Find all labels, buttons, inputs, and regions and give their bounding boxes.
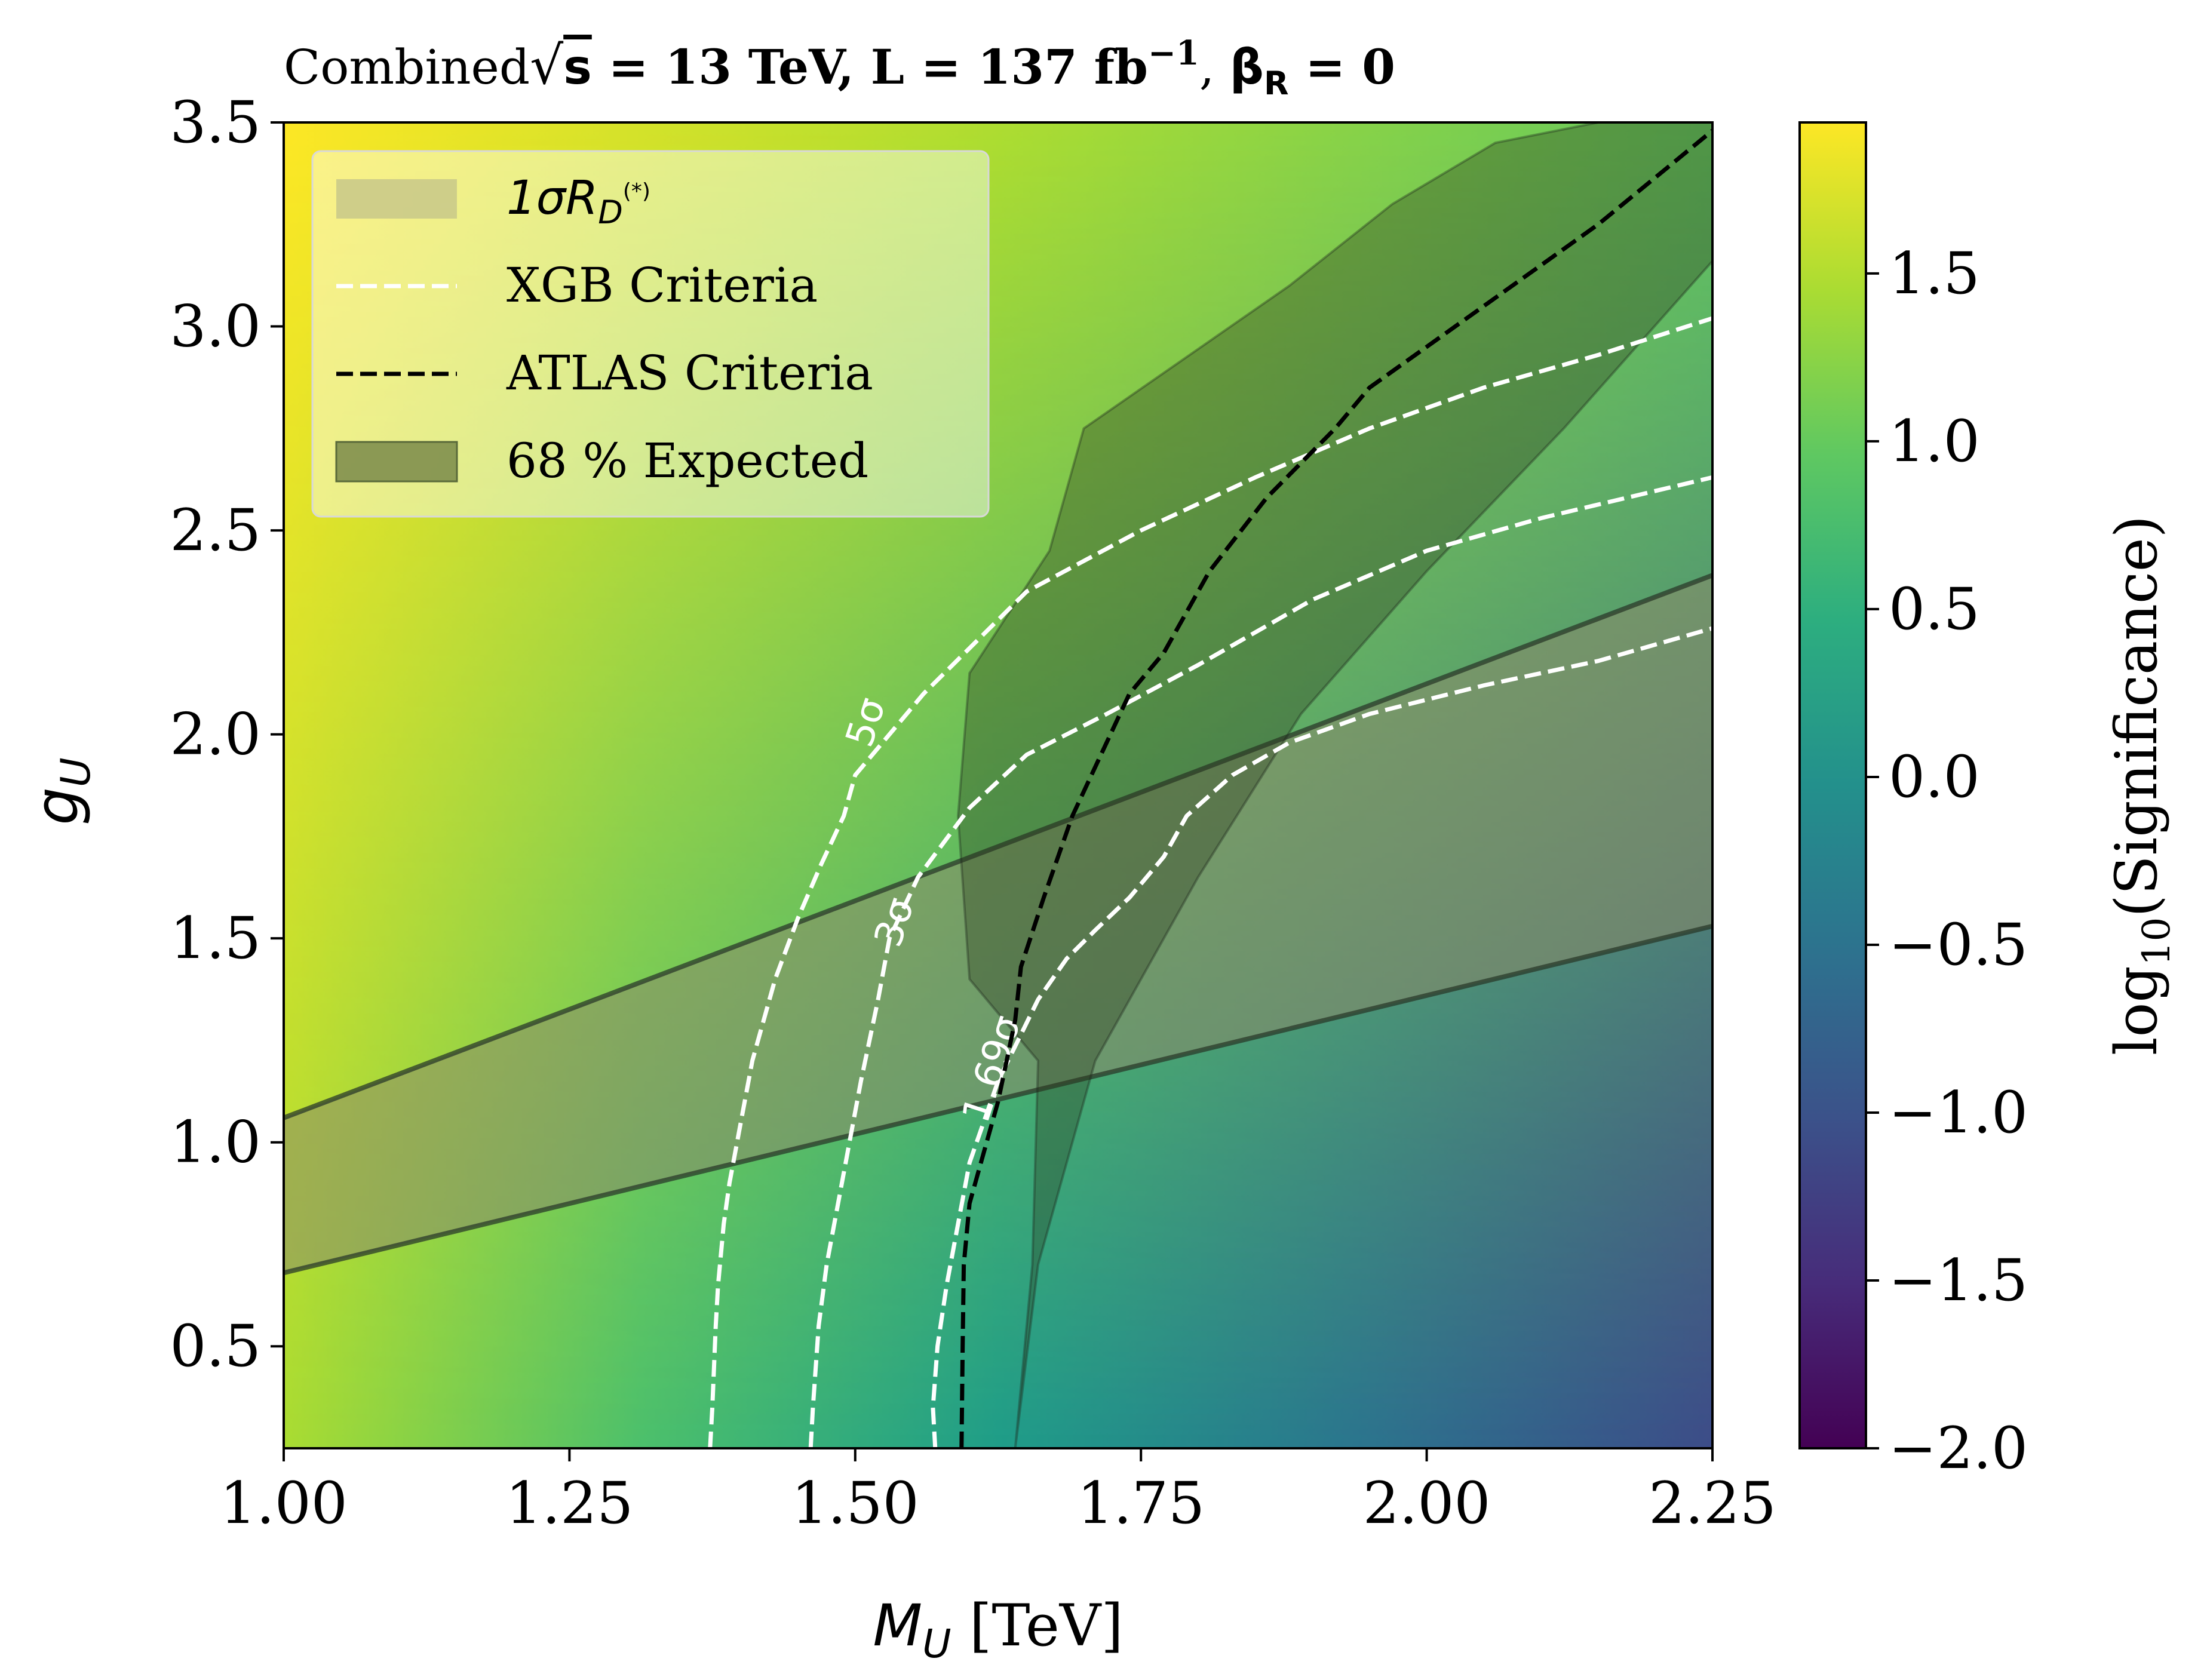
legend-label-xgb: XGB Criteria xyxy=(507,257,818,313)
rd-band-upper-edge xyxy=(284,573,1712,1120)
xgb-contour-line xyxy=(808,475,1712,1448)
y-tick-label: 1.0 xyxy=(170,1109,261,1176)
colorbar-tick-label: 1.5 xyxy=(1889,240,1980,307)
legend-swatch-rd-band xyxy=(336,179,457,219)
plot-frame xyxy=(283,121,1714,1449)
legend-swatch-expected-band xyxy=(335,441,458,483)
expected-band xyxy=(956,122,1712,1448)
y-tick-label: 3.5 xyxy=(170,89,261,156)
xgb-contour-line xyxy=(708,316,1712,1448)
colorbar-tick-label: −2.0 xyxy=(1889,1415,2028,1482)
colorbar-label: log10(Significance) xyxy=(2103,515,2179,1055)
colorbar-tick-label: −0.5 xyxy=(1889,911,2028,978)
legend-box xyxy=(311,150,990,518)
legend-label-atlas: ATLAS Criteria xyxy=(506,345,873,401)
x-tick-label: 1.00 xyxy=(220,1470,348,1537)
colorbar xyxy=(1798,121,1867,1449)
colorbar-tick-label: −1.5 xyxy=(1889,1247,2028,1314)
x-tick-label: 1.75 xyxy=(1077,1470,1205,1537)
colorbar-tick-label: 1.0 xyxy=(1889,408,1980,475)
y-tick-label: 3.0 xyxy=(170,293,261,360)
x-tick-label: 1.50 xyxy=(791,1470,919,1537)
y-axis-label: gU xyxy=(22,757,100,825)
y-tick-label: 1.5 xyxy=(170,905,261,972)
rd-band-lower-edge xyxy=(284,923,1712,1276)
y-tick-label: 0.5 xyxy=(170,1313,261,1380)
colorbar-tick-label: 0.5 xyxy=(1889,576,1980,643)
x-tick-label: 2.25 xyxy=(1649,1470,1776,1537)
y-tick-label: 2.0 xyxy=(170,701,261,768)
colorbar-tick-label: 0.0 xyxy=(1889,744,1980,810)
legend-label-expected-band: 68 % Expected xyxy=(507,433,868,489)
xgb-contour-line xyxy=(931,626,1712,1448)
x-tick-label: 1.25 xyxy=(506,1470,634,1537)
legend-label-rd-band: 1σRD(*) xyxy=(507,171,650,231)
colorbar-tick-label: −1.0 xyxy=(1889,1079,2028,1146)
legend: 1σRD(*) XGB Criteria ATLAS Criteria 68 %… xyxy=(311,150,990,518)
atlas-criteria-line xyxy=(959,128,1712,1448)
y-tick-label: 2.5 xyxy=(170,497,261,564)
chart-title: Combined√s = 13 TeV, L = 137 fb−1, βR = … xyxy=(284,33,1395,102)
x-tick-label: 2.00 xyxy=(1363,1470,1491,1537)
x-axis-label: MU [TeV] xyxy=(873,1592,1123,1667)
rd-band xyxy=(284,575,1712,1273)
title-sqrt-s: s xyxy=(563,39,592,95)
